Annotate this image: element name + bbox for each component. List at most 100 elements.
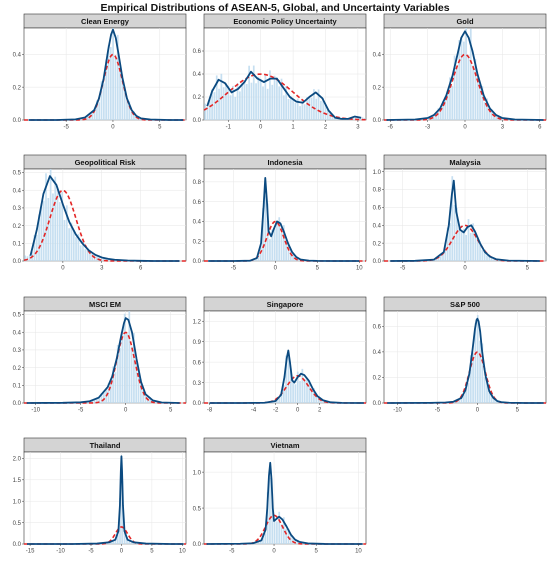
hist-bar xyxy=(243,80,246,120)
hist-bar xyxy=(121,481,124,544)
hist-bar xyxy=(456,208,458,261)
hist-bar xyxy=(75,237,77,261)
y-tick-label: 0.4 xyxy=(193,220,202,226)
panel-malaysia: Malaysia 0.0 0.2 0.4 0.6 0.8 1.0 -5 0 5 xyxy=(373,154,547,272)
hist-bar xyxy=(133,111,135,120)
hist-bar xyxy=(107,542,110,544)
hist-bar xyxy=(273,228,276,261)
y-tick-label: 1.0 xyxy=(373,170,382,176)
hist-bar xyxy=(280,390,283,403)
hist-bar xyxy=(486,98,488,120)
y-tick-label: 0.6 xyxy=(373,206,382,212)
density-curve-indonesia xyxy=(208,176,360,262)
hist-bar xyxy=(248,65,250,120)
hist-bar xyxy=(488,109,491,120)
hist-bar xyxy=(133,332,135,403)
y-tick-label: 0.2 xyxy=(193,239,202,245)
hist-bar xyxy=(486,377,488,403)
hist-bar xyxy=(465,383,468,403)
hist-bar xyxy=(458,40,461,121)
hist-bar xyxy=(476,75,479,120)
x-tick-label: -10 xyxy=(393,408,402,414)
panel-thailand: Thailand 0.0 0.5 1.0 1.5 2.0 -15 -10 -5 0 5 10 xyxy=(13,437,186,555)
hist-bar xyxy=(105,258,108,261)
hist-bar xyxy=(294,384,297,403)
hist-bar xyxy=(72,230,75,261)
hist-bar xyxy=(278,217,281,261)
hist-bar xyxy=(102,83,105,120)
hist-bar xyxy=(59,202,61,261)
hist-bar xyxy=(439,253,442,261)
hist-bar xyxy=(472,65,474,120)
hist-bar xyxy=(218,88,220,120)
hist-bar xyxy=(128,541,131,544)
hist-bar xyxy=(308,96,311,120)
x-tick-label: -10 xyxy=(56,549,65,555)
x-tick-label: -4 xyxy=(251,408,257,414)
hist-bar xyxy=(126,101,128,120)
hist-bar xyxy=(137,368,140,403)
density-curve-singapore xyxy=(209,349,364,404)
hist-bar xyxy=(462,41,465,120)
density-curve-geopolitical-risk xyxy=(29,175,180,262)
hist-bar xyxy=(250,82,253,120)
y-tick-label: 0.6 xyxy=(373,325,382,331)
strip-label-economic-policy-uncertainty: Economic Policy Uncertainty xyxy=(233,17,337,26)
hist-bar xyxy=(52,193,54,261)
hist-bar xyxy=(40,204,43,261)
plot-area-msci-em xyxy=(23,310,187,404)
hist-bar xyxy=(280,78,283,120)
strip-label-clean-energy: Clean Energy xyxy=(81,17,130,26)
hist-bar xyxy=(121,330,124,403)
hist-bar xyxy=(481,249,484,261)
hist-bar xyxy=(493,398,495,403)
hist-bar xyxy=(453,204,456,261)
figure-title: Empirical Distributions of ASEAN-5, Glob… xyxy=(100,2,450,14)
hist-bar xyxy=(458,398,461,403)
x-tick-label: 0 xyxy=(61,266,65,272)
hist-bar xyxy=(144,392,147,403)
hist-bar xyxy=(206,107,209,120)
density-curve-clean-energy xyxy=(28,28,184,121)
y-tick-label: 1.0 xyxy=(193,470,202,476)
hist-bar xyxy=(276,521,278,544)
hist-bar xyxy=(474,58,477,120)
hist-bar xyxy=(324,104,327,120)
hist-bar xyxy=(495,115,498,120)
hist-bar xyxy=(462,394,465,403)
hist-bar xyxy=(490,394,493,403)
hist-bar xyxy=(301,98,304,120)
y-tick-label: 0.2 xyxy=(373,85,382,91)
y-tick-label: 0.0 xyxy=(13,118,22,124)
density-curve-vietnam xyxy=(206,461,363,545)
hist-bar xyxy=(352,117,355,120)
hist-bar xyxy=(273,75,276,120)
hist-bar xyxy=(86,247,89,261)
y-tick-label: 0.0 xyxy=(373,118,382,124)
hist-bar xyxy=(460,397,463,403)
hist-bar xyxy=(77,234,80,261)
hist-bar xyxy=(320,399,322,403)
hist-bar xyxy=(42,200,45,261)
x-tick-label: -5 xyxy=(229,549,235,555)
hist-bar xyxy=(354,116,357,120)
y-tick-label: 0.0 xyxy=(13,259,22,265)
hist-bar xyxy=(278,86,281,120)
hist-bar xyxy=(467,55,470,121)
hist-bar xyxy=(289,95,292,120)
hist-bar xyxy=(446,94,449,120)
x-tick-label: 0 xyxy=(274,266,278,272)
y-tick-label: 0.2 xyxy=(373,241,382,247)
y-tick-label: 0.4 xyxy=(193,72,202,78)
hist-bar xyxy=(488,255,491,261)
hist-bar xyxy=(123,533,126,544)
x-tick-label: 5 xyxy=(150,549,154,555)
hist-bar xyxy=(266,492,269,544)
hist-bar xyxy=(114,372,117,403)
hist-bar xyxy=(215,75,218,120)
hist-bar xyxy=(278,397,281,403)
x-tick-label: -5 xyxy=(63,125,69,131)
hist-bar xyxy=(28,254,31,261)
hist-bar xyxy=(56,187,59,261)
x-tick-label: -5 xyxy=(231,266,237,272)
